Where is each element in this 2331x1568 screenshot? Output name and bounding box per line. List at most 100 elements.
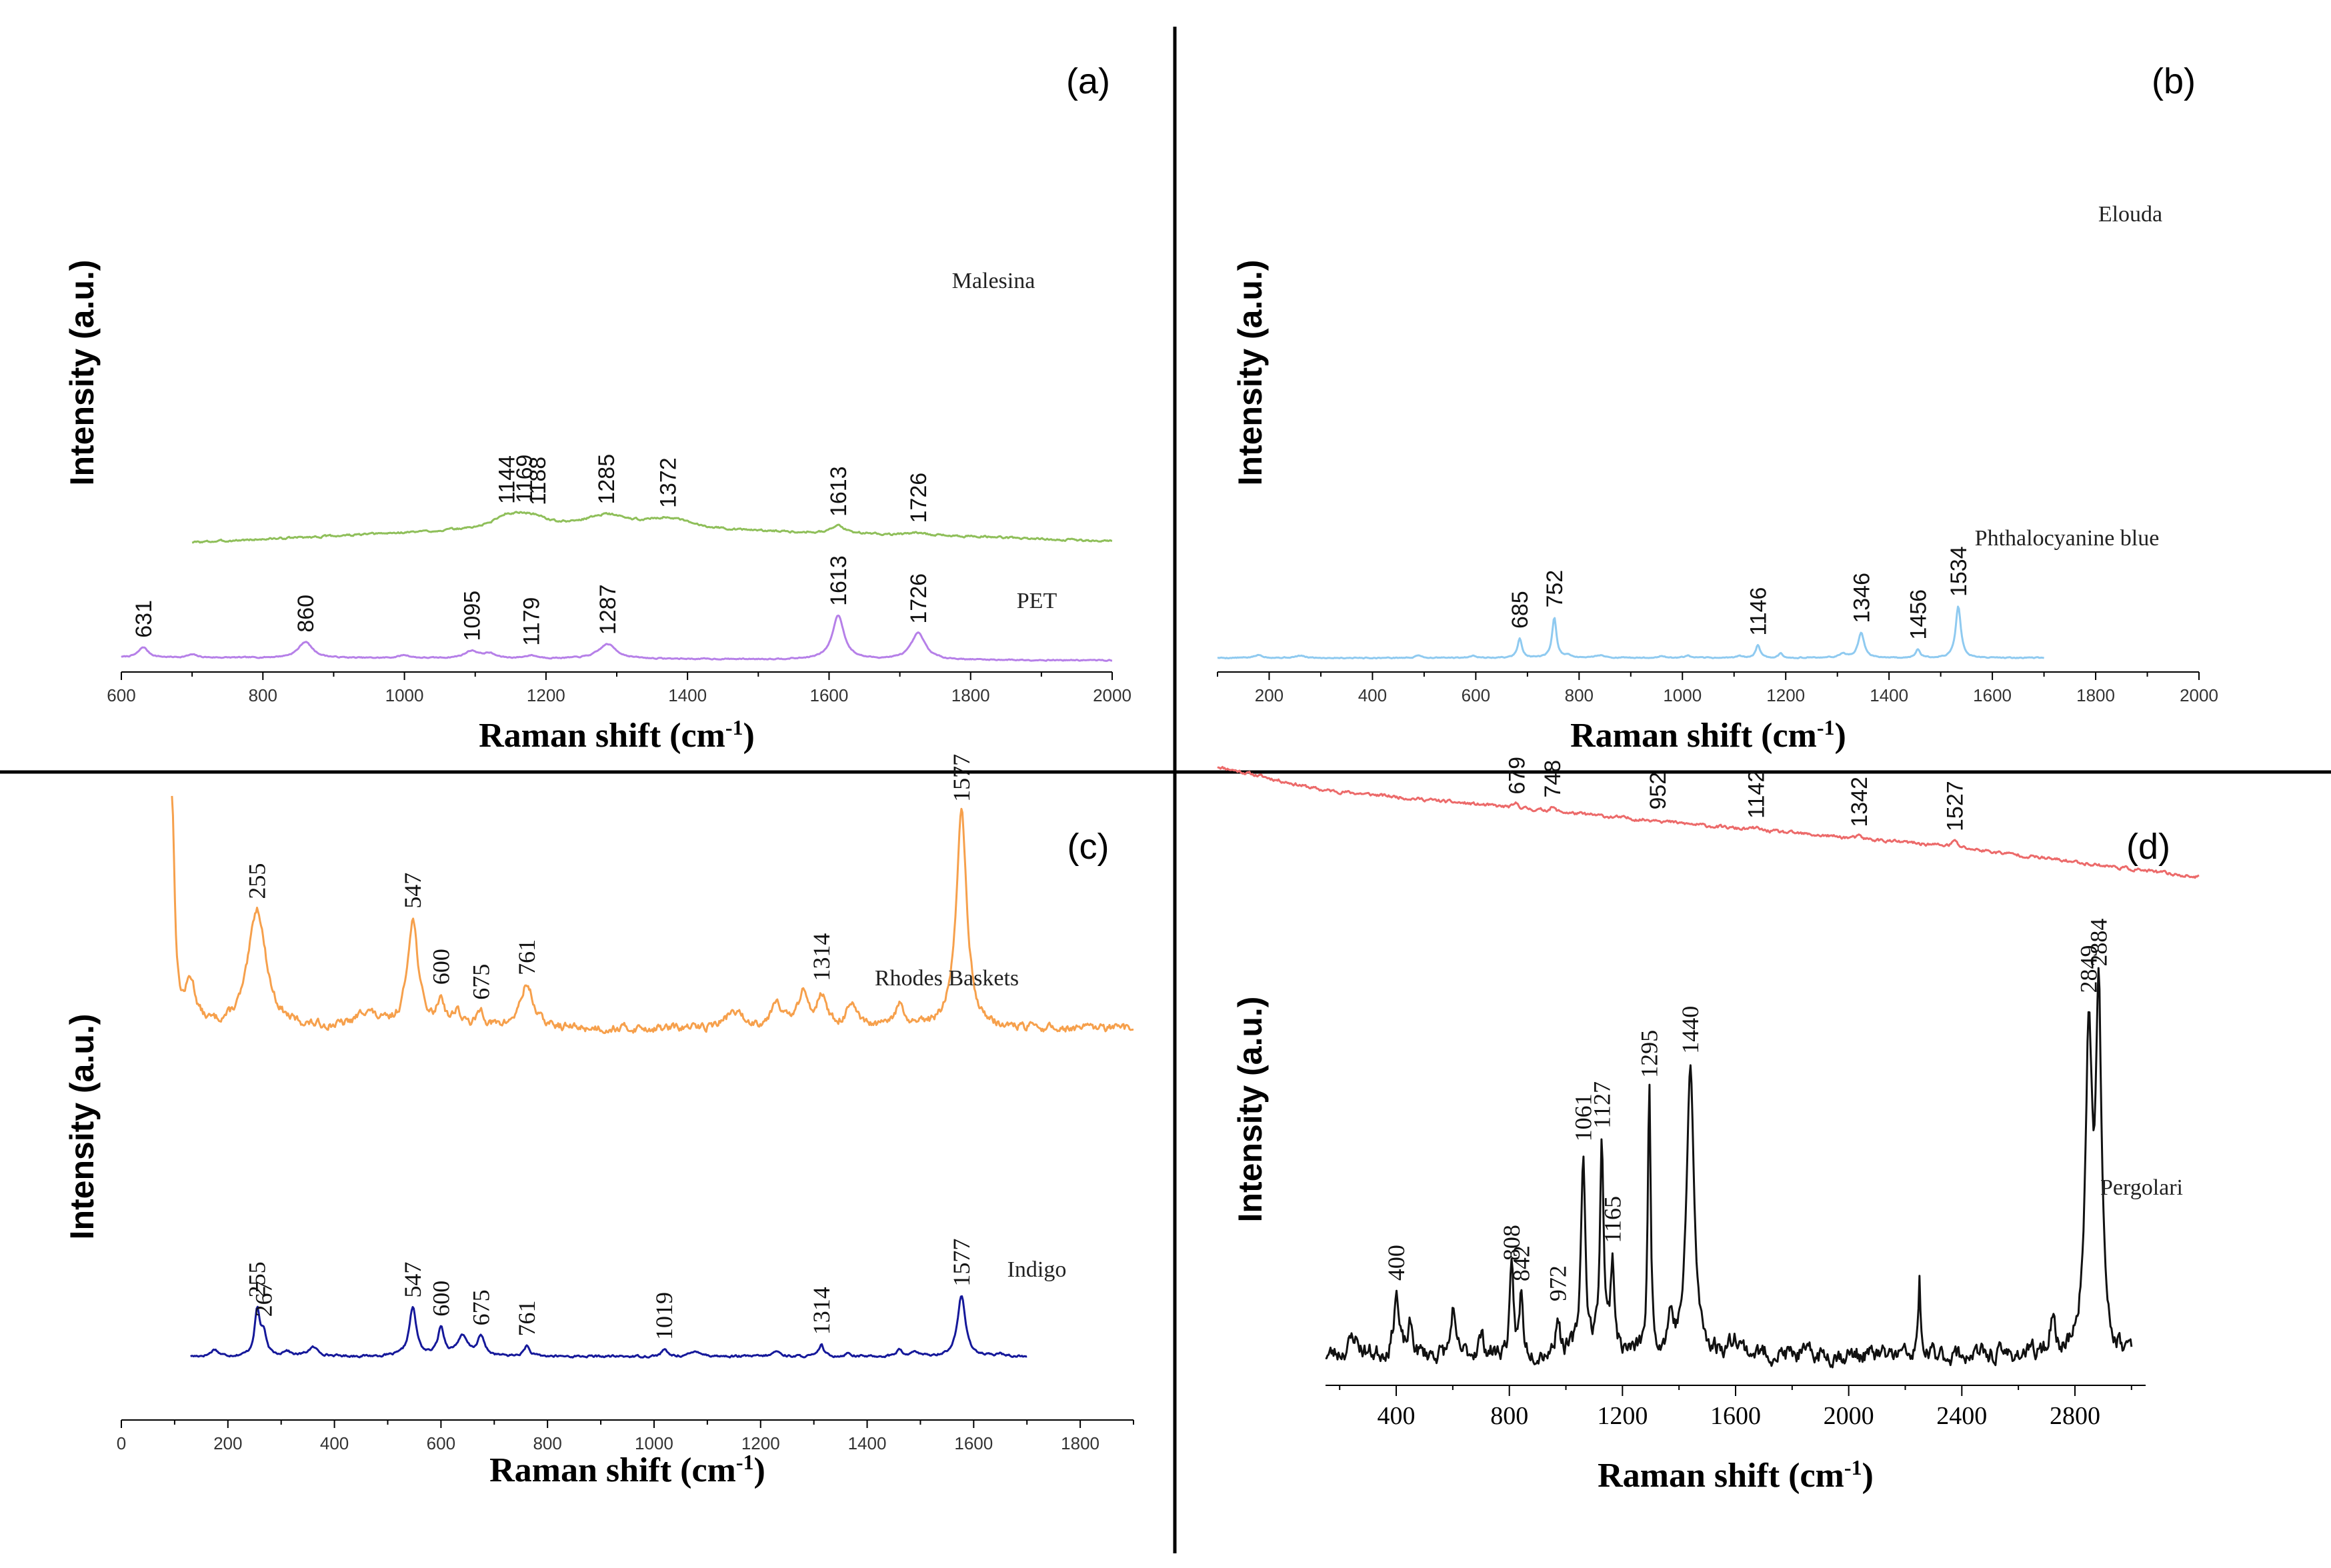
peak-label: 1169 — [512, 455, 537, 503]
y-axis-title: Intensity (a.u.) — [1232, 997, 1269, 1223]
x-tick-label: 1600 — [1710, 1402, 1761, 1430]
x-tick-label: 200 — [213, 1433, 242, 1453]
panel-d: 400 800 1200 1600 2000 2400 2800 Raman shift (c… — [1232, 827, 2183, 1495]
peak-label: 1726 — [906, 473, 931, 523]
x-tick-label: 1400 — [848, 1433, 887, 1453]
series-line-phthalocyanine-blue — [1217, 605, 2044, 660]
x-tick-label: 1200 — [1766, 685, 1805, 705]
peak-label: 547 — [399, 1262, 426, 1298]
panel-b: 200 400 600 800 1000 1200 1400 1600 1800 2000 Rama… — [1217, 61, 2218, 879]
x-tick-label: 200 — [1255, 685, 1284, 705]
x-tick-label: 1400 — [1870, 685, 1908, 705]
peak-label: 2884 — [2086, 919, 2112, 967]
panel-label: (c) — [1067, 827, 1109, 867]
series-line-rhodes-baskets — [171, 795, 1134, 1035]
y-axis-title: Intensity (a.u.) — [63, 1014, 101, 1240]
peak-label: 1534 — [1946, 546, 1972, 597]
x-tick-label: 1200 — [527, 685, 565, 705]
x-tick-label: 1600 — [1973, 685, 2012, 705]
x-tick-label: 1000 — [1663, 685, 1702, 705]
peak-label: 1456 — [1906, 589, 1932, 640]
series-label: Phthalocyanine blue — [1975, 526, 2160, 551]
x-tick-label: 2400 — [1936, 1402, 1987, 1430]
peak-label: 1372 — [655, 457, 681, 508]
peak-label: 255 — [244, 863, 271, 899]
peak-label: 1127 — [1588, 1081, 1615, 1129]
peak-label: 400 — [1383, 1245, 1410, 1281]
x-axis-title: Raman shift (cm-1) — [489, 1450, 765, 1489]
peak-label: 1146 — [1746, 587, 1771, 636]
series-line-pet — [121, 614, 1113, 662]
peak-label: 1314 — [808, 1287, 835, 1335]
x-tick-label: 1800 — [2076, 685, 2115, 705]
peak-label: 1577 — [948, 754, 975, 802]
series-label: PET — [1017, 589, 1057, 613]
peak-label: 679 — [1505, 757, 1530, 795]
x-tick-label: 800 — [1490, 1402, 1528, 1430]
series-label: Malesina — [952, 269, 1035, 293]
peak-label: 2849 — [2076, 945, 2102, 993]
peak-label: 1285 — [594, 454, 619, 505]
panel-a: 600 800 1000 1200 1400 1600 1800 2000 Raman shif… — [63, 61, 1131, 755]
x-tick-label: 1200 — [741, 1433, 780, 1453]
x-tick-label: 1000 — [635, 1433, 673, 1453]
peak-label: 808 — [1498, 1225, 1525, 1261]
peak-label: 1613 — [826, 466, 851, 517]
peak-label: 1613 — [826, 555, 851, 606]
series-line-elouda — [1217, 765, 2200, 879]
series-line-indigo — [190, 1295, 1027, 1359]
x-tick-label: 2000 — [2180, 685, 2218, 705]
peak-label: 860 — [293, 595, 319, 633]
peak-label: 1314 — [808, 933, 835, 981]
x-axis-title: Raman shift (cm-1) — [479, 715, 755, 755]
y-axis-title: Intensity (a.u.) — [63, 260, 101, 486]
series-label: Rhodes Baskets — [875, 966, 1019, 991]
x-tick-label: 600 — [427, 1433, 455, 1453]
peak-label: 675 — [467, 1289, 494, 1325]
x-tick-label: 2000 — [1824, 1402, 1874, 1430]
peak-label: 1577 — [948, 1239, 975, 1287]
peak-label: 1527 — [1943, 781, 1968, 831]
series-label: Indigo — [1007, 1257, 1067, 1282]
x-tick-label: 1600 — [954, 1433, 993, 1453]
x-tick-label: 800 — [249, 685, 277, 705]
x-tick-label: 400 — [1358, 685, 1387, 705]
series-line-pergolari — [1325, 967, 2133, 1369]
panel-label: (d) — [2126, 827, 2170, 867]
x-tick-label: 600 — [107, 685, 135, 705]
x-tick-label: 0 — [117, 1433, 126, 1453]
x-tick-label: 2000 — [1093, 685, 1131, 705]
peak-label: 842 — [1508, 1245, 1535, 1281]
x-tick-label: 1600 — [810, 685, 849, 705]
peak-label: 1095 — [459, 591, 485, 641]
x-tick-label: 1800 — [1061, 1433, 1099, 1453]
x-tick-label: 1000 — [385, 685, 424, 705]
peak-label: 952 — [1646, 772, 1671, 810]
panel-label: (b) — [2152, 61, 2196, 101]
peak-label: 761 — [513, 939, 540, 975]
peak-label: 1165 — [1600, 1196, 1626, 1243]
panel-c: 0 200 400 600 800 1000 1200 1400 1600 1800 Raman s… — [63, 754, 1134, 1489]
peak-label: 675 — [467, 964, 494, 1000]
peak-label: 752 — [1542, 570, 1568, 608]
peak-label: 1179 — [519, 597, 545, 646]
peak-label: 1061 — [1570, 1093, 1596, 1141]
x-tick-label: 800 — [533, 1433, 561, 1453]
peak-label: 685 — [1508, 591, 1533, 629]
x-tick-label: 400 — [1378, 1402, 1416, 1430]
x-tick-label: 1200 — [1597, 1402, 1648, 1430]
peak-label: 1346 — [1849, 573, 1874, 623]
peak-label: 600 — [427, 949, 454, 985]
peak-label: 761 — [513, 1300, 540, 1336]
x-axis-title: Raman shift (cm-1) — [1570, 715, 1846, 755]
series-label: Pergolari — [2100, 1175, 2183, 1200]
peak-label: 600 — [427, 1281, 454, 1317]
peak-label: 748 — [1540, 760, 1566, 798]
peak-label: 1342 — [1847, 777, 1872, 827]
y-axis-title: Intensity (a.u.) — [1232, 260, 1269, 486]
x-tick-label: 1400 — [668, 685, 707, 705]
peak-label: 1142 — [1744, 770, 1769, 819]
peak-label: 547 — [399, 873, 426, 909]
